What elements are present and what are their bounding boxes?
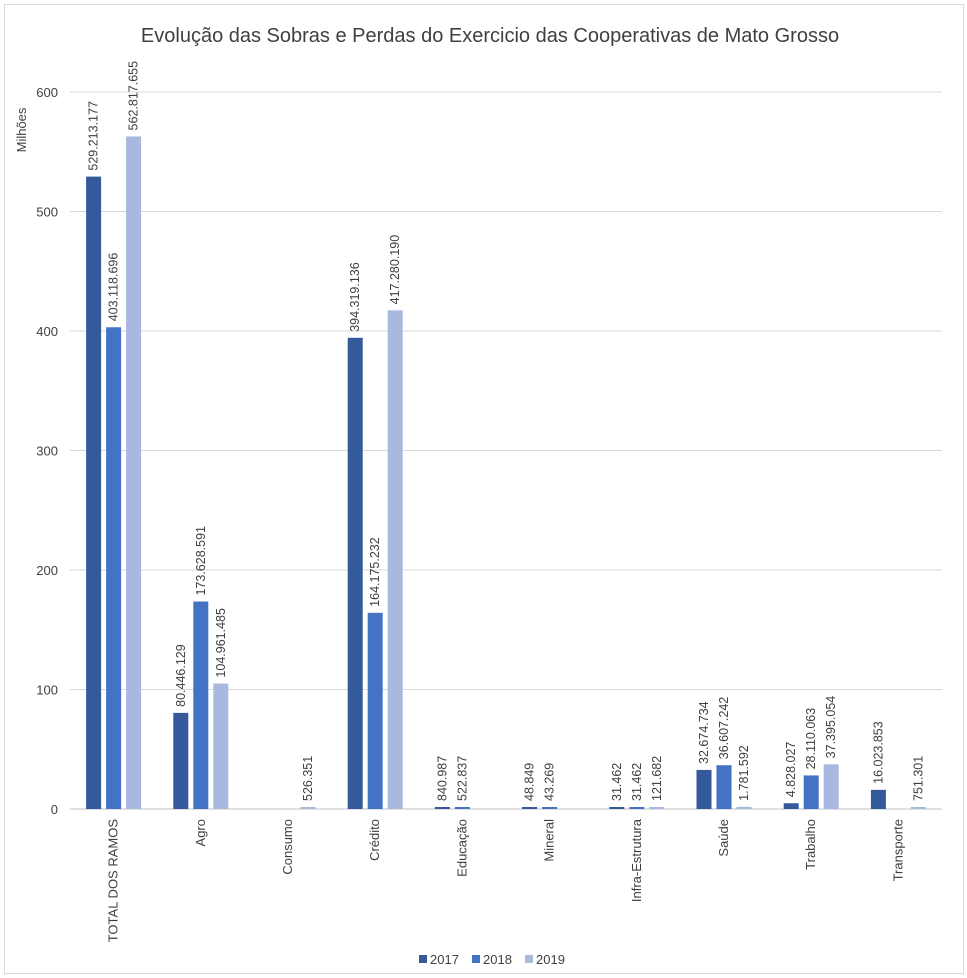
legend-entry: 2018: [483, 952, 512, 967]
data-label: 164.175.232: [368, 537, 382, 607]
data-label: 37.395.054: [824, 696, 838, 759]
bar: [213, 683, 229, 809]
bar: [609, 807, 625, 809]
data-label: 48.849: [523, 763, 537, 801]
y-tick-label: 600: [36, 85, 58, 100]
legend-entry: 2019: [536, 952, 565, 967]
y-tick-label: 200: [36, 563, 58, 578]
data-label: 31.462: [630, 763, 644, 801]
x-tick-label: Consumo: [280, 819, 295, 875]
y-tick-label: 500: [36, 205, 58, 220]
legend-swatch: [472, 955, 480, 963]
data-label: 36.607.242: [717, 697, 731, 760]
data-label: 840.987: [435, 756, 449, 801]
bar: [193, 601, 209, 809]
data-label: 173.628.591: [194, 526, 208, 596]
bar: [300, 807, 316, 809]
data-label: 28.110.063: [804, 708, 818, 770]
legend-entry: 2017: [430, 952, 459, 967]
bar: [454, 807, 470, 809]
bar: [736, 806, 752, 809]
legend-swatch: [525, 955, 533, 963]
data-label: 31.462: [610, 763, 624, 801]
chart-frame: [4, 4, 964, 974]
x-tick-label: Mineral: [542, 819, 557, 862]
legend: 2017 2018 2019: [419, 952, 565, 967]
bar: [106, 327, 122, 809]
bars: [86, 136, 926, 809]
bar: [823, 764, 839, 809]
data-label: 104.961.485: [214, 608, 228, 678]
data-label: 121.682: [650, 756, 664, 801]
bar: [910, 807, 926, 809]
data-label: 522.837: [455, 756, 469, 801]
bar: [649, 807, 665, 809]
x-tick-label: Educação: [454, 819, 469, 877]
bar: [870, 789, 886, 809]
data-labels: 529.213.177 403.118.696 562.817.655 80.446.…: [87, 61, 926, 801]
bar: [716, 765, 732, 809]
x-tick-label: TOTAL DOS RAMOS: [106, 819, 121, 943]
bar: [434, 807, 450, 809]
x-tick-label: Infra-Estrutura: [629, 818, 644, 902]
data-label: 16.023.853: [871, 721, 885, 784]
data-label: 562.817.655: [127, 61, 141, 131]
bar: [387, 310, 403, 809]
y-tick-label: 300: [36, 444, 58, 459]
y-axis-ticks: 0 100 200 300 400 500 600: [36, 85, 58, 817]
data-label: 1.781.592: [737, 745, 751, 801]
bar: [126, 136, 142, 809]
x-tick-label: Transporte: [890, 819, 905, 881]
bar: [696, 769, 712, 809]
data-label: 394.319.136: [348, 262, 362, 332]
chart-title: Evolução das Sobras e Perdas do Exercici…: [141, 25, 839, 47]
data-label: 4.828.027: [784, 742, 798, 798]
bar: [367, 612, 383, 809]
x-tick-label: Trabalho: [803, 819, 818, 870]
bar: [629, 807, 645, 809]
data-label: 529.213.177: [87, 101, 101, 171]
x-tick-label: Agro: [193, 819, 208, 846]
legend-swatch: [419, 955, 427, 963]
y-tick-label: 0: [51, 802, 58, 817]
y-axis-label: Milhões: [14, 107, 29, 152]
y-tick-label: 400: [36, 324, 58, 339]
bar: [347, 337, 363, 809]
bar: [542, 807, 558, 809]
bar: [522, 807, 538, 809]
data-label: 751.301: [911, 756, 925, 801]
x-tick-label: Saúde: [716, 819, 731, 857]
bar: [783, 803, 799, 809]
x-tick-label: Crédito: [367, 819, 382, 861]
data-label: 403.118.696: [107, 253, 121, 322]
data-label: 32.674.734: [697, 701, 711, 764]
y-tick-label: 100: [36, 683, 58, 698]
data-label: 43.269: [543, 763, 557, 801]
bar: [803, 775, 819, 809]
data-label: 80.446.129: [174, 644, 188, 707]
bar: [86, 176, 102, 809]
data-label: 526.351: [301, 756, 315, 801]
bar: [173, 712, 189, 809]
x-axis-ticks: TOTAL DOS RAMOS Agro Consumo Crédito Educaçã…: [106, 818, 906, 942]
data-label: 417.280.190: [388, 235, 402, 305]
